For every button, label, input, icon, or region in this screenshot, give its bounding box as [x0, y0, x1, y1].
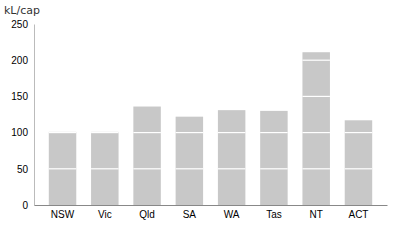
- y-axis: 0 50 100 150 200 250: [11, 19, 34, 211]
- grid-line: [218, 132, 245, 133]
- grid-line: [133, 168, 160, 169]
- x-tick: NT: [310, 205, 323, 220]
- x-tick: Vic: [98, 205, 112, 220]
- grid-line: [302, 96, 329, 97]
- y-tick-label: 50: [17, 164, 29, 175]
- y-tick-label: 200: [11, 55, 28, 66]
- y-tick: 0: [22, 200, 34, 211]
- y-tick: 100: [11, 127, 34, 138]
- x-tick-label: SA: [183, 209, 197, 220]
- grid-line: [176, 168, 203, 169]
- x-axis-line: [35, 205, 388, 206]
- y-axis-line: [34, 25, 35, 206]
- x-tick-label: WA: [224, 209, 240, 220]
- y-tick-label: 150: [11, 91, 28, 102]
- x-tick-label: Qld: [139, 209, 155, 220]
- x-tick-label: ACT: [348, 209, 368, 220]
- grid-line: [302, 132, 329, 133]
- x-tick: WA: [224, 205, 240, 220]
- bar: [133, 107, 160, 205]
- bar: [345, 120, 372, 205]
- grid-line: [49, 132, 76, 133]
- x-tick: SA: [183, 205, 197, 220]
- plot: 0 50 100 150 200 250 NSW Vic Qld SA WA Tas NT ACT: [11, 19, 387, 220]
- y-tick-label: 250: [11, 19, 28, 30]
- grid-line: [133, 132, 160, 133]
- x-tick: NSW: [51, 205, 75, 220]
- y-tick: 150: [11, 91, 34, 102]
- x-tick-label: Vic: [98, 209, 112, 220]
- x-tick: ACT: [348, 205, 368, 220]
- y-tick: 250: [11, 19, 34, 30]
- grid-line: [91, 168, 118, 169]
- chart: 0 50 100 150 200 250 NSW Vic Qld SA WA Tas NT ACT kL/c…: [0, 0, 397, 227]
- y-tick: 200: [11, 55, 34, 66]
- y-tick: 50: [17, 164, 34, 175]
- grid-line: [345, 132, 372, 133]
- x-tick-label: NT: [310, 209, 323, 220]
- grid-line: [302, 168, 329, 169]
- grid-line: [91, 132, 118, 133]
- x-axis: NSW Vic Qld SA WA Tas NT ACT: [35, 205, 388, 220]
- grid-line: [218, 168, 245, 169]
- y-tick-label: 0: [22, 200, 28, 211]
- bar: [49, 132, 76, 205]
- grid-line: [49, 168, 76, 169]
- grid-line: [345, 168, 372, 169]
- grid-line: [302, 60, 329, 61]
- bar: [260, 111, 287, 205]
- bar: [176, 117, 203, 205]
- bar: [91, 132, 118, 205]
- x-tick-label: NSW: [51, 209, 75, 220]
- y-tick-label: 100: [11, 127, 28, 138]
- bar: [302, 52, 329, 205]
- x-tick: Qld: [139, 205, 155, 220]
- x-tick-label: Tas: [266, 209, 282, 220]
- grid-line: [176, 132, 203, 133]
- grid-line: [260, 168, 287, 169]
- x-tick: Tas: [266, 205, 282, 220]
- bars: [49, 52, 372, 205]
- y-label: kL/cap: [4, 4, 40, 17]
- grid-line: [260, 132, 287, 133]
- bar: [218, 110, 245, 205]
